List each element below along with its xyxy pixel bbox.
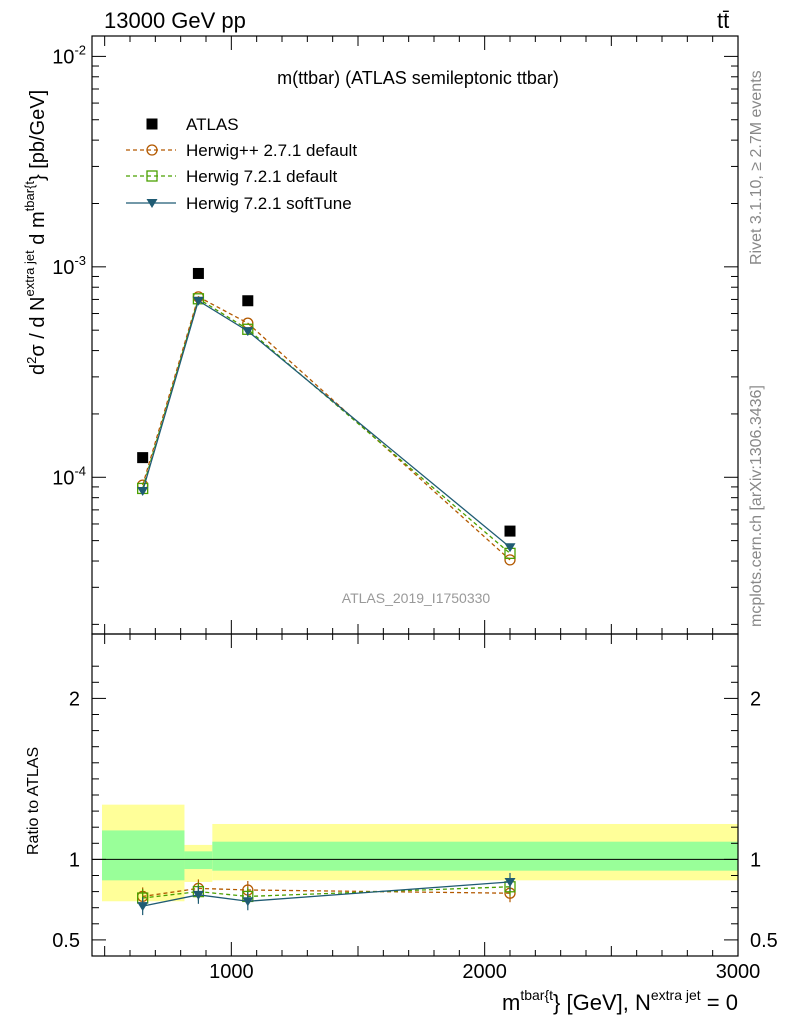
legend-label-herwig-7-2-1-softtune: Herwig 7.2.1 softTune bbox=[186, 194, 352, 213]
ratio-panel: 1000 2000 3000 0.5 0.5 1 1 2 2 bbox=[52, 633, 778, 983]
x-tick-label: 1000 bbox=[209, 961, 254, 983]
main-line-herwig-7-2-1-default bbox=[142, 297, 511, 554]
legend-marker-herwig-2-7-1-default bbox=[146, 144, 158, 156]
main-y-axis-label: d2σ / d Nextra jet d mtbar{t} [pb/GeV] bbox=[22, 90, 49, 375]
legend: ATLAS Herwig++ 2.7.1 default Herwig 7.2.1 … bbox=[126, 115, 357, 213]
ratio-point-herwig-7-2-1-softtune bbox=[192, 890, 204, 900]
ratio-band-green bbox=[212, 841, 282, 871]
main-point-herwig-7-2-1-softtune bbox=[242, 327, 254, 337]
ratio-y-axis-label: Ratio to ATLAS bbox=[25, 747, 42, 855]
legend-marker-atlas bbox=[146, 118, 158, 130]
x-axis-label: mtbar{t} [GeV], Nextra jet = 0 bbox=[502, 987, 738, 1015]
main-point-herwig-2-7-1-default bbox=[504, 554, 516, 566]
header-left: 13000 GeV pp bbox=[104, 8, 246, 33]
main-point-herwig-7-2-1-softtune bbox=[192, 296, 204, 306]
ratio-band-green bbox=[184, 851, 213, 870]
legend-label-herwig-2-7-1-default: Herwig++ 2.7.1 default bbox=[186, 141, 357, 160]
main-point-herwig-7-2-1-softtune bbox=[137, 487, 149, 497]
ratio-band-green bbox=[282, 841, 738, 871]
watermark: ATLAS_2019_I1750330 bbox=[342, 590, 491, 606]
main-y-tick-label: 10-4 bbox=[52, 463, 86, 489]
ratio-frame bbox=[91, 633, 739, 957]
ratio-line-herwig-7-2-1-softtune bbox=[142, 881, 511, 907]
main-point-atlas bbox=[242, 295, 254, 307]
legend-label-atlas: ATLAS bbox=[186, 115, 239, 134]
main-line-herwig-7-2-1-softtune bbox=[142, 299, 511, 548]
ratio-band-green bbox=[102, 830, 185, 881]
main-point-atlas bbox=[137, 452, 149, 464]
ratio-point-herwig-7-2-1-softtune bbox=[242, 897, 254, 907]
legend-label-herwig-7-2-1-default: Herwig 7.2.1 default bbox=[186, 167, 337, 186]
ratio-y-tick-label-right: 2 bbox=[750, 688, 761, 710]
header-right: tt̄ bbox=[717, 8, 729, 33]
legend-marker-herwig-7-2-1-default bbox=[146, 170, 158, 182]
ratio-line-herwig-2-7-1-default bbox=[142, 887, 511, 898]
main-point-atlas bbox=[504, 525, 516, 537]
main-point-herwig-7-2-1-softtune bbox=[504, 543, 516, 553]
ratio-y-tick-label-right: 1 bbox=[750, 849, 761, 871]
ratio-line-herwig-7-2-1-default bbox=[142, 886, 511, 899]
mcplots-label: mcplots.cern.ch [arXiv:1306.3436] bbox=[748, 385, 765, 627]
x-tick-label: 3000 bbox=[716, 961, 761, 983]
x-tick-label: 2000 bbox=[462, 961, 507, 983]
main-line-herwig-2-7-1-default bbox=[142, 295, 511, 561]
ratio-y-tick-label-right: 0.5 bbox=[750, 930, 778, 952]
main-point-atlas bbox=[192, 267, 204, 279]
ratio-point-herwig-7-2-1-softtune bbox=[137, 902, 149, 912]
plot-title: m(ttbar) (ATLAS semileptonic ttbar) bbox=[277, 68, 559, 88]
ratio-y-tick-label-left: 0.5 bbox=[52, 930, 80, 952]
legend-marker-herwig-7-2-1-softtune bbox=[146, 199, 158, 208]
ratio-y-tick-label-left: 1 bbox=[69, 849, 80, 871]
ratio-point-herwig-7-2-1-softtune bbox=[504, 877, 516, 887]
rivet-label: Rivet 3.1.10, ≥ 2.7M events bbox=[748, 70, 765, 265]
main-y-tick-label: 10-2 bbox=[52, 42, 86, 68]
ratio-y-tick-label-left: 2 bbox=[69, 688, 80, 710]
main-y-tick-label: 10-3 bbox=[52, 253, 86, 279]
